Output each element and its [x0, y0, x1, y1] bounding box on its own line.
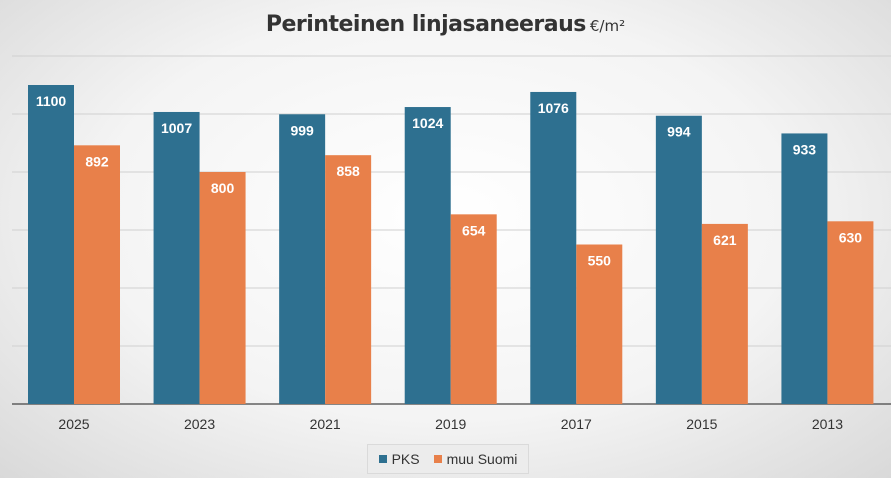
bar-pks-2017 [530, 91, 577, 405]
bar-muu-suomi-2025 [74, 145, 120, 404]
legend-swatch-pks [378, 455, 387, 463]
data-label: 621 [713, 232, 737, 248]
legend-label-pks: PKS [391, 451, 420, 467]
legend-item-muu-suomi: muu Suomi [433, 451, 518, 467]
data-label: 630 [839, 229, 863, 245]
data-label: 1076 [538, 100, 569, 116]
bar-pks-2025 [28, 85, 74, 404]
legend-label-muu-suomi: muu Suomi [446, 451, 518, 467]
bar-pks-2023 [153, 111, 200, 404]
x-tick-label: 2025 [58, 416, 89, 432]
bar-muu-suomi-2015 [701, 223, 748, 404]
chart-title: Perinteinen linjasaneeraus €/m² [0, 12, 891, 37]
data-label: 1007 [161, 120, 192, 136]
x-tick-label: 2015 [686, 416, 717, 432]
bar-pks-2019 [404, 107, 451, 404]
data-label: 654 [462, 222, 486, 238]
legend-item-pks: PKS [378, 451, 420, 467]
legend: PKS muu Suomi [367, 444, 529, 474]
chart-title-text: Perinteinen linjasaneeraus [265, 12, 587, 37]
bar-chart: 1100 892 2025 1007 800 2023 999 858 2021 1024 654 2… [12, 55, 891, 432]
data-label: 858 [336, 163, 360, 179]
bar-muu-suomi-2023 [199, 172, 246, 404]
legend-swatch-muu-suomi [433, 455, 442, 463]
bar-pks-2021 [279, 114, 326, 404]
data-label: 994 [667, 124, 691, 140]
bar-muu-suomi-2021 [325, 155, 372, 404]
x-tick-label: 2013 [812, 416, 843, 432]
data-label: 999 [290, 122, 314, 138]
x-tick-label: 2019 [435, 416, 466, 432]
bar-muu-suomi-2019 [450, 214, 497, 404]
data-label: 892 [85, 153, 109, 169]
bar-muu-suomi-2013 [827, 221, 874, 404]
x-tick-label: 2023 [184, 416, 215, 432]
bar-pks-2013 [781, 133, 828, 404]
chart-title-unit: €/m² [589, 17, 626, 35]
data-label: 550 [588, 253, 612, 269]
x-tick-label: 2017 [561, 416, 592, 432]
data-label: 800 [211, 180, 235, 196]
x-tick-label: 2021 [310, 416, 341, 432]
bar-pks-2015 [655, 115, 702, 405]
data-label: 933 [793, 141, 817, 157]
bar-muu-suomi-2017 [576, 244, 623, 404]
data-label: 1100 [36, 93, 67, 109]
data-label: 1024 [412, 115, 443, 131]
